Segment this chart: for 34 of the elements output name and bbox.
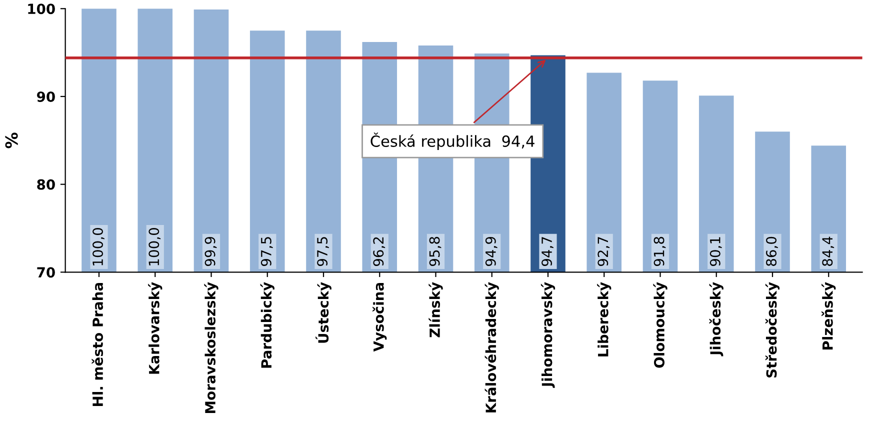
ref-line-label: Česká republika 94,4 — [370, 132, 534, 150]
data-label: 97,5 — [317, 237, 329, 266]
data-label: 95,8 — [429, 236, 442, 266]
x-tick-label: Středočeský — [765, 282, 780, 378]
y-tick-label: 90 — [36, 91, 55, 102]
x-tick-label: Vysočina — [372, 282, 387, 352]
x-tick-label: Zlínský — [428, 282, 443, 338]
data-label: 96,2 — [373, 237, 386, 266]
data-label: 100,0 — [92, 228, 104, 266]
data-label: 97,5 — [260, 237, 273, 266]
x-tick-label: Karlovarský — [148, 282, 162, 374]
x-tick-label: Jihočeský — [709, 282, 724, 356]
data-label: 84,4 — [822, 236, 834, 266]
x-tick-label: Jihomoravský — [540, 282, 556, 388]
y-tick-label: 70 — [37, 267, 55, 278]
x-tick-label: Ústecký — [316, 282, 332, 343]
y-axis-title: % — [5, 132, 18, 148]
data-label: 99,9 — [204, 236, 217, 266]
data-label: 90,1 — [710, 237, 722, 266]
x-tick-label: Liberecký — [597, 282, 612, 356]
x-tick-label: Plzeňský — [822, 282, 836, 350]
y-tick-label: 100 — [28, 4, 55, 14]
data-label: 94,9 — [485, 236, 498, 266]
x-tick-label: Moravskoslezský — [204, 282, 218, 414]
x-tick-label: Olomoucký — [653, 282, 668, 368]
data-label: 91,8 — [654, 236, 666, 266]
data-label: 86,0 — [766, 236, 778, 266]
data-label: 100,0 — [148, 228, 161, 266]
data-label: 92,7 — [598, 237, 610, 266]
data-label: 94,7 — [542, 237, 554, 266]
x-tick-label: Královéhradecký — [484, 282, 499, 412]
x-tick-label: Hl. město Praha — [92, 282, 104, 406]
y-tick-label: 80 — [37, 179, 55, 190]
x-tick-label: Pardubický — [260, 282, 274, 368]
